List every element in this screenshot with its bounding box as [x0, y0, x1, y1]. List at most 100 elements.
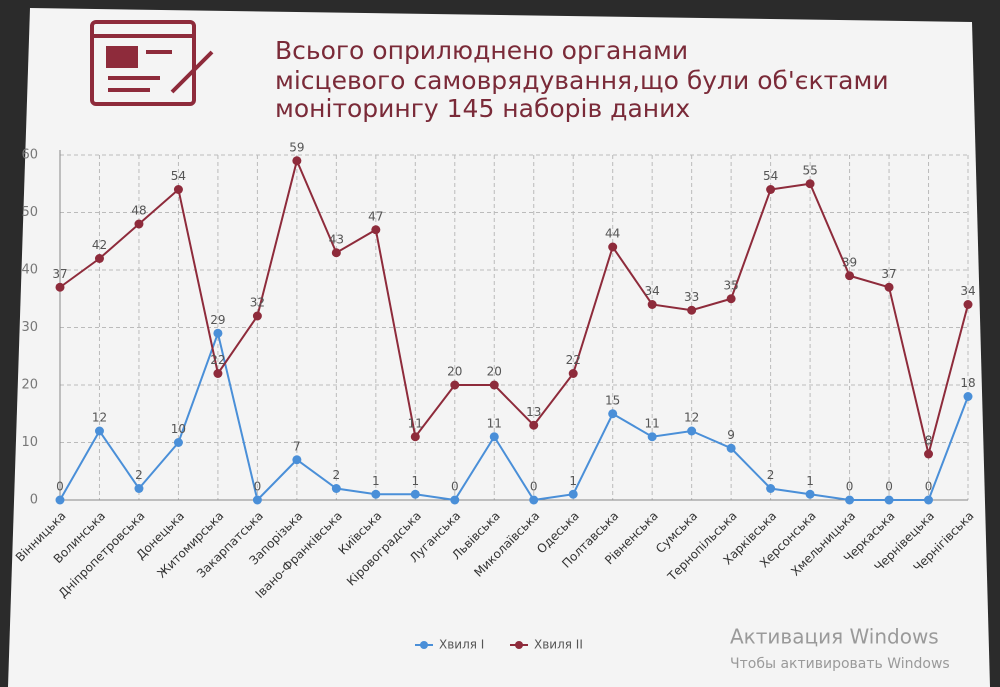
- data-point: [371, 489, 381, 499]
- data-point: [726, 294, 736, 304]
- data-point: [371, 225, 381, 235]
- data-label: 0: [451, 480, 459, 494]
- data-point: [884, 495, 894, 505]
- legend-label: Хвиля І: [439, 638, 484, 652]
- data-label: 0: [885, 480, 893, 494]
- data-label: 20: [487, 365, 502, 379]
- data-point: [252, 311, 262, 321]
- data-point: [529, 495, 539, 505]
- data-label: 2: [135, 468, 143, 482]
- data-point: [608, 409, 618, 419]
- data-label: 0: [846, 480, 854, 494]
- data-label: 2: [333, 468, 341, 482]
- data-point: [647, 300, 657, 309]
- data-label: 34: [960, 284, 975, 298]
- data-point: [55, 495, 65, 505]
- watermark: Активация Windows: [730, 625, 939, 649]
- data-label: 55: [802, 163, 817, 177]
- data-label: 11: [645, 416, 660, 430]
- data-label: 35: [723, 278, 738, 292]
- data-point: [331, 484, 341, 493]
- data-point: [213, 369, 223, 378]
- data-label: 22: [210, 353, 225, 367]
- data-label: 12: [684, 411, 699, 425]
- data-point: [94, 426, 104, 436]
- data-point: [489, 432, 499, 442]
- data-label: 1: [372, 474, 380, 488]
- data-point: [410, 432, 420, 442]
- data-label: 1: [411, 474, 419, 488]
- data-label: 42: [92, 238, 107, 252]
- data-point: [963, 300, 973, 309]
- data-label: 22: [566, 353, 581, 367]
- y-tick-label: 20: [21, 378, 38, 393]
- data-point: [450, 380, 460, 390]
- data-label: 32: [250, 296, 265, 310]
- y-tick-label: 10: [21, 435, 38, 450]
- data-label: 0: [254, 480, 262, 494]
- data-label: 43: [329, 232, 344, 246]
- y-tick-label: 50: [21, 205, 38, 220]
- legend-marker: [515, 641, 523, 649]
- data-label: 33: [684, 290, 699, 304]
- document-icon: [90, 20, 214, 106]
- y-tick-label: 0: [30, 493, 38, 508]
- data-point: [845, 271, 855, 281]
- data-label: 11: [408, 416, 423, 430]
- data-point: [94, 254, 104, 263]
- data-point: [410, 489, 420, 499]
- data-label: 12: [92, 411, 107, 425]
- data-label: 10: [171, 422, 186, 436]
- data-label: 2: [767, 468, 775, 482]
- data-point: [134, 484, 144, 493]
- data-point: [529, 420, 539, 430]
- legend-marker: [420, 641, 428, 649]
- data-point: [568, 489, 578, 499]
- watermark: Чтобы активировать Windows: [730, 656, 950, 672]
- data-point: [687, 426, 697, 436]
- data-point: [173, 185, 183, 194]
- data-point: [292, 455, 302, 465]
- series-line: [59, 329, 969, 502]
- data-label: 54: [763, 169, 778, 183]
- data-label: 34: [645, 284, 660, 298]
- data-point: [924, 449, 934, 459]
- data-point: [805, 179, 815, 189]
- data-label: 48: [131, 204, 146, 218]
- chart-title: Всього оприлюднено органами: [275, 36, 688, 65]
- data-label: 29: [210, 313, 225, 327]
- data-point: [292, 156, 302, 166]
- data-label: 0: [925, 480, 933, 494]
- chart-title: місцевого самоврядування,що були об'єкта…: [275, 66, 889, 95]
- data-point: [608, 242, 618, 252]
- chart-title: моніторингу 145 наборів даних: [275, 94, 690, 123]
- data-point: [924, 495, 934, 505]
- data-label: 1: [806, 474, 814, 488]
- data-label: 18: [960, 376, 975, 390]
- data-label: 1: [569, 474, 577, 488]
- data-label: 37: [881, 267, 896, 281]
- data-label: 8: [925, 434, 933, 448]
- data-point: [173, 438, 183, 447]
- data-point: [884, 282, 894, 292]
- data-point: [134, 219, 144, 229]
- data-point: [845, 495, 855, 505]
- legend-label: Хвиля ІІ: [534, 638, 583, 652]
- data-point: [568, 369, 578, 378]
- y-tick-label: 40: [21, 263, 38, 278]
- data-point: [252, 495, 262, 505]
- data-point: [450, 495, 460, 505]
- data-point: [963, 392, 973, 401]
- data-label: 44: [605, 227, 620, 241]
- data-label: 20: [447, 365, 462, 379]
- data-label: 37: [52, 267, 67, 281]
- data-label: 9: [727, 428, 735, 442]
- data-point: [805, 489, 815, 499]
- series-line: [59, 157, 969, 455]
- data-point: [331, 248, 341, 258]
- data-label: 54: [171, 169, 186, 183]
- data-label: 11: [487, 416, 502, 430]
- data-label: 0: [530, 480, 538, 494]
- data-point: [213, 328, 223, 338]
- data-label: 47: [368, 209, 383, 223]
